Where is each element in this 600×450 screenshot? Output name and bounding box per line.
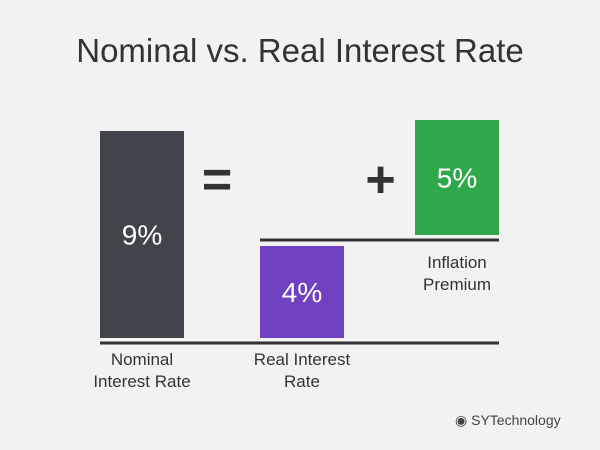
chart-title: Nominal vs. Real Interest Rate <box>76 32 524 69</box>
bar <box>260 246 344 338</box>
bar <box>100 131 184 338</box>
value-label: 9% <box>122 220 162 251</box>
bar <box>415 120 499 235</box>
operator: + <box>365 151 395 209</box>
watermark-text: SYTechnology <box>471 412 561 428</box>
value-label: 4% <box>282 277 322 308</box>
category-label: Inflation Premium <box>422 253 491 294</box>
category-label: Real Interest Rate <box>253 350 351 391</box>
operator: = <box>202 151 232 209</box>
watermark: ◉ SYTechnology <box>455 412 561 428</box>
category-label: Nominal Interest Rate <box>93 350 191 391</box>
value-label: 5% <box>437 163 477 194</box>
